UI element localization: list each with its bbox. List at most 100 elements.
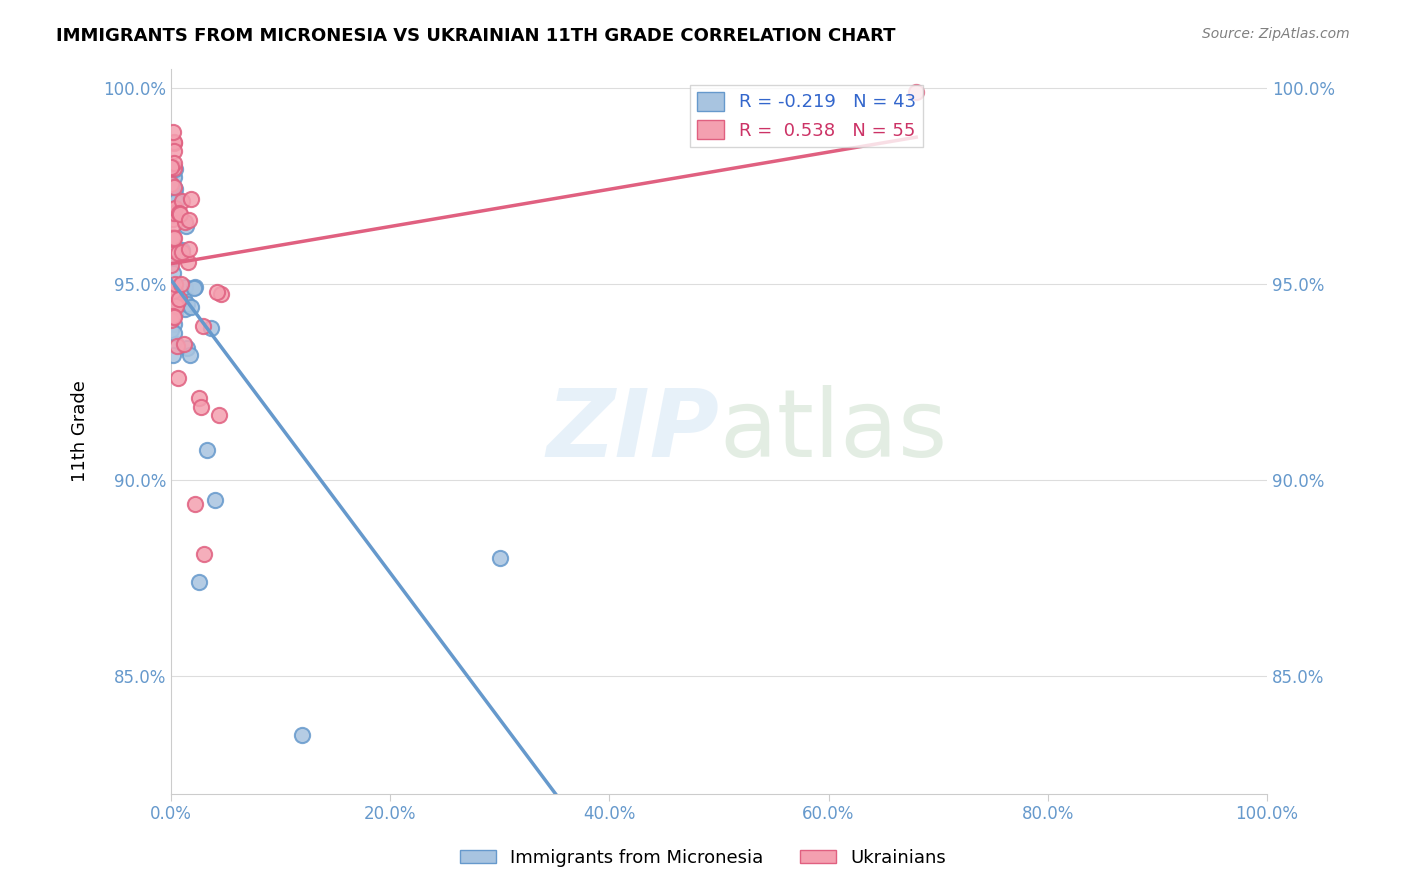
Point — [165, 201, 187, 215]
Point — [163, 240, 186, 254]
Point — [167, 246, 190, 260]
Point — [165, 299, 187, 313]
Point — [160, 178, 183, 193]
Point — [195, 443, 218, 458]
Legend: Immigrants from Micronesia, Ukrainians: Immigrants from Micronesia, Ukrainians — [453, 842, 953, 874]
Point — [163, 317, 186, 331]
Point — [167, 370, 190, 384]
Point — [165, 280, 187, 294]
Point — [160, 323, 183, 337]
Point — [166, 339, 188, 353]
Point — [193, 547, 215, 561]
Point — [162, 232, 184, 246]
Point — [167, 292, 190, 306]
Point — [176, 342, 198, 356]
Point — [180, 300, 202, 314]
Point — [183, 281, 205, 295]
Text: IMMIGRANTS FROM MICRONESIA VS UKRAINIAN 11TH GRADE CORRELATION CHART: IMMIGRANTS FROM MICRONESIA VS UKRAINIAN … — [56, 27, 896, 45]
Point — [174, 214, 197, 228]
Legend: R = -0.219   N = 43, R =  0.538   N = 55: R = -0.219 N = 43, R = 0.538 N = 55 — [690, 85, 924, 147]
Point — [162, 204, 184, 219]
Point — [174, 279, 197, 293]
Point — [165, 182, 187, 196]
Text: ZIP: ZIP — [546, 385, 718, 477]
Point — [160, 292, 183, 306]
Point — [488, 551, 510, 566]
Text: Source: ZipAtlas.com: Source: ZipAtlas.com — [1202, 27, 1350, 41]
Point — [173, 293, 195, 307]
Point — [162, 284, 184, 298]
Point — [191, 318, 214, 333]
Point — [170, 194, 193, 209]
Point — [163, 206, 186, 220]
Point — [179, 348, 201, 362]
Point — [160, 178, 183, 192]
Point — [205, 285, 228, 300]
Point — [184, 280, 207, 294]
Point — [176, 255, 198, 269]
Point — [208, 408, 231, 422]
Point — [172, 245, 194, 260]
Point — [163, 326, 186, 340]
Point — [163, 286, 186, 301]
Point — [162, 266, 184, 280]
Point — [163, 238, 186, 252]
Point — [163, 217, 186, 231]
Point — [170, 244, 193, 258]
Point — [162, 211, 184, 226]
Point — [160, 258, 183, 272]
Point — [167, 294, 190, 309]
Point — [162, 205, 184, 219]
Point — [162, 145, 184, 159]
Point — [163, 135, 186, 149]
Point — [160, 194, 183, 209]
Point — [188, 391, 211, 405]
Point — [169, 207, 191, 221]
Point — [204, 492, 226, 507]
Point — [174, 301, 197, 316]
Point — [163, 136, 186, 150]
Point — [162, 205, 184, 219]
Point — [188, 575, 211, 590]
Point — [160, 160, 183, 174]
Point — [163, 180, 186, 194]
Point — [180, 192, 202, 206]
Point — [190, 400, 212, 414]
Point — [170, 277, 193, 292]
Point — [905, 85, 928, 99]
Point — [163, 306, 186, 320]
Point — [163, 161, 186, 175]
Point — [163, 231, 186, 245]
Point — [160, 313, 183, 327]
Point — [162, 230, 184, 244]
Y-axis label: 11th Grade: 11th Grade — [72, 380, 89, 482]
Point — [162, 251, 184, 265]
Point — [165, 248, 187, 262]
Point — [165, 295, 187, 310]
Point — [162, 125, 184, 139]
Point — [163, 170, 186, 185]
Point — [162, 309, 184, 323]
Point — [160, 208, 183, 222]
Point — [160, 194, 183, 209]
Text: atlas: atlas — [718, 385, 948, 477]
Point — [162, 202, 184, 216]
Point — [173, 337, 195, 351]
Point — [163, 278, 186, 293]
Point — [165, 337, 187, 351]
Point — [163, 242, 186, 256]
Point — [163, 161, 186, 176]
Point — [176, 219, 198, 233]
Point — [176, 297, 198, 311]
Point — [184, 497, 207, 511]
Point — [165, 287, 187, 301]
Point — [163, 310, 186, 325]
Point — [160, 297, 183, 311]
Point — [163, 277, 186, 292]
Point — [169, 206, 191, 220]
Point — [291, 728, 314, 742]
Point — [165, 187, 187, 202]
Point — [177, 243, 200, 257]
Point — [163, 155, 186, 169]
Point — [200, 321, 222, 335]
